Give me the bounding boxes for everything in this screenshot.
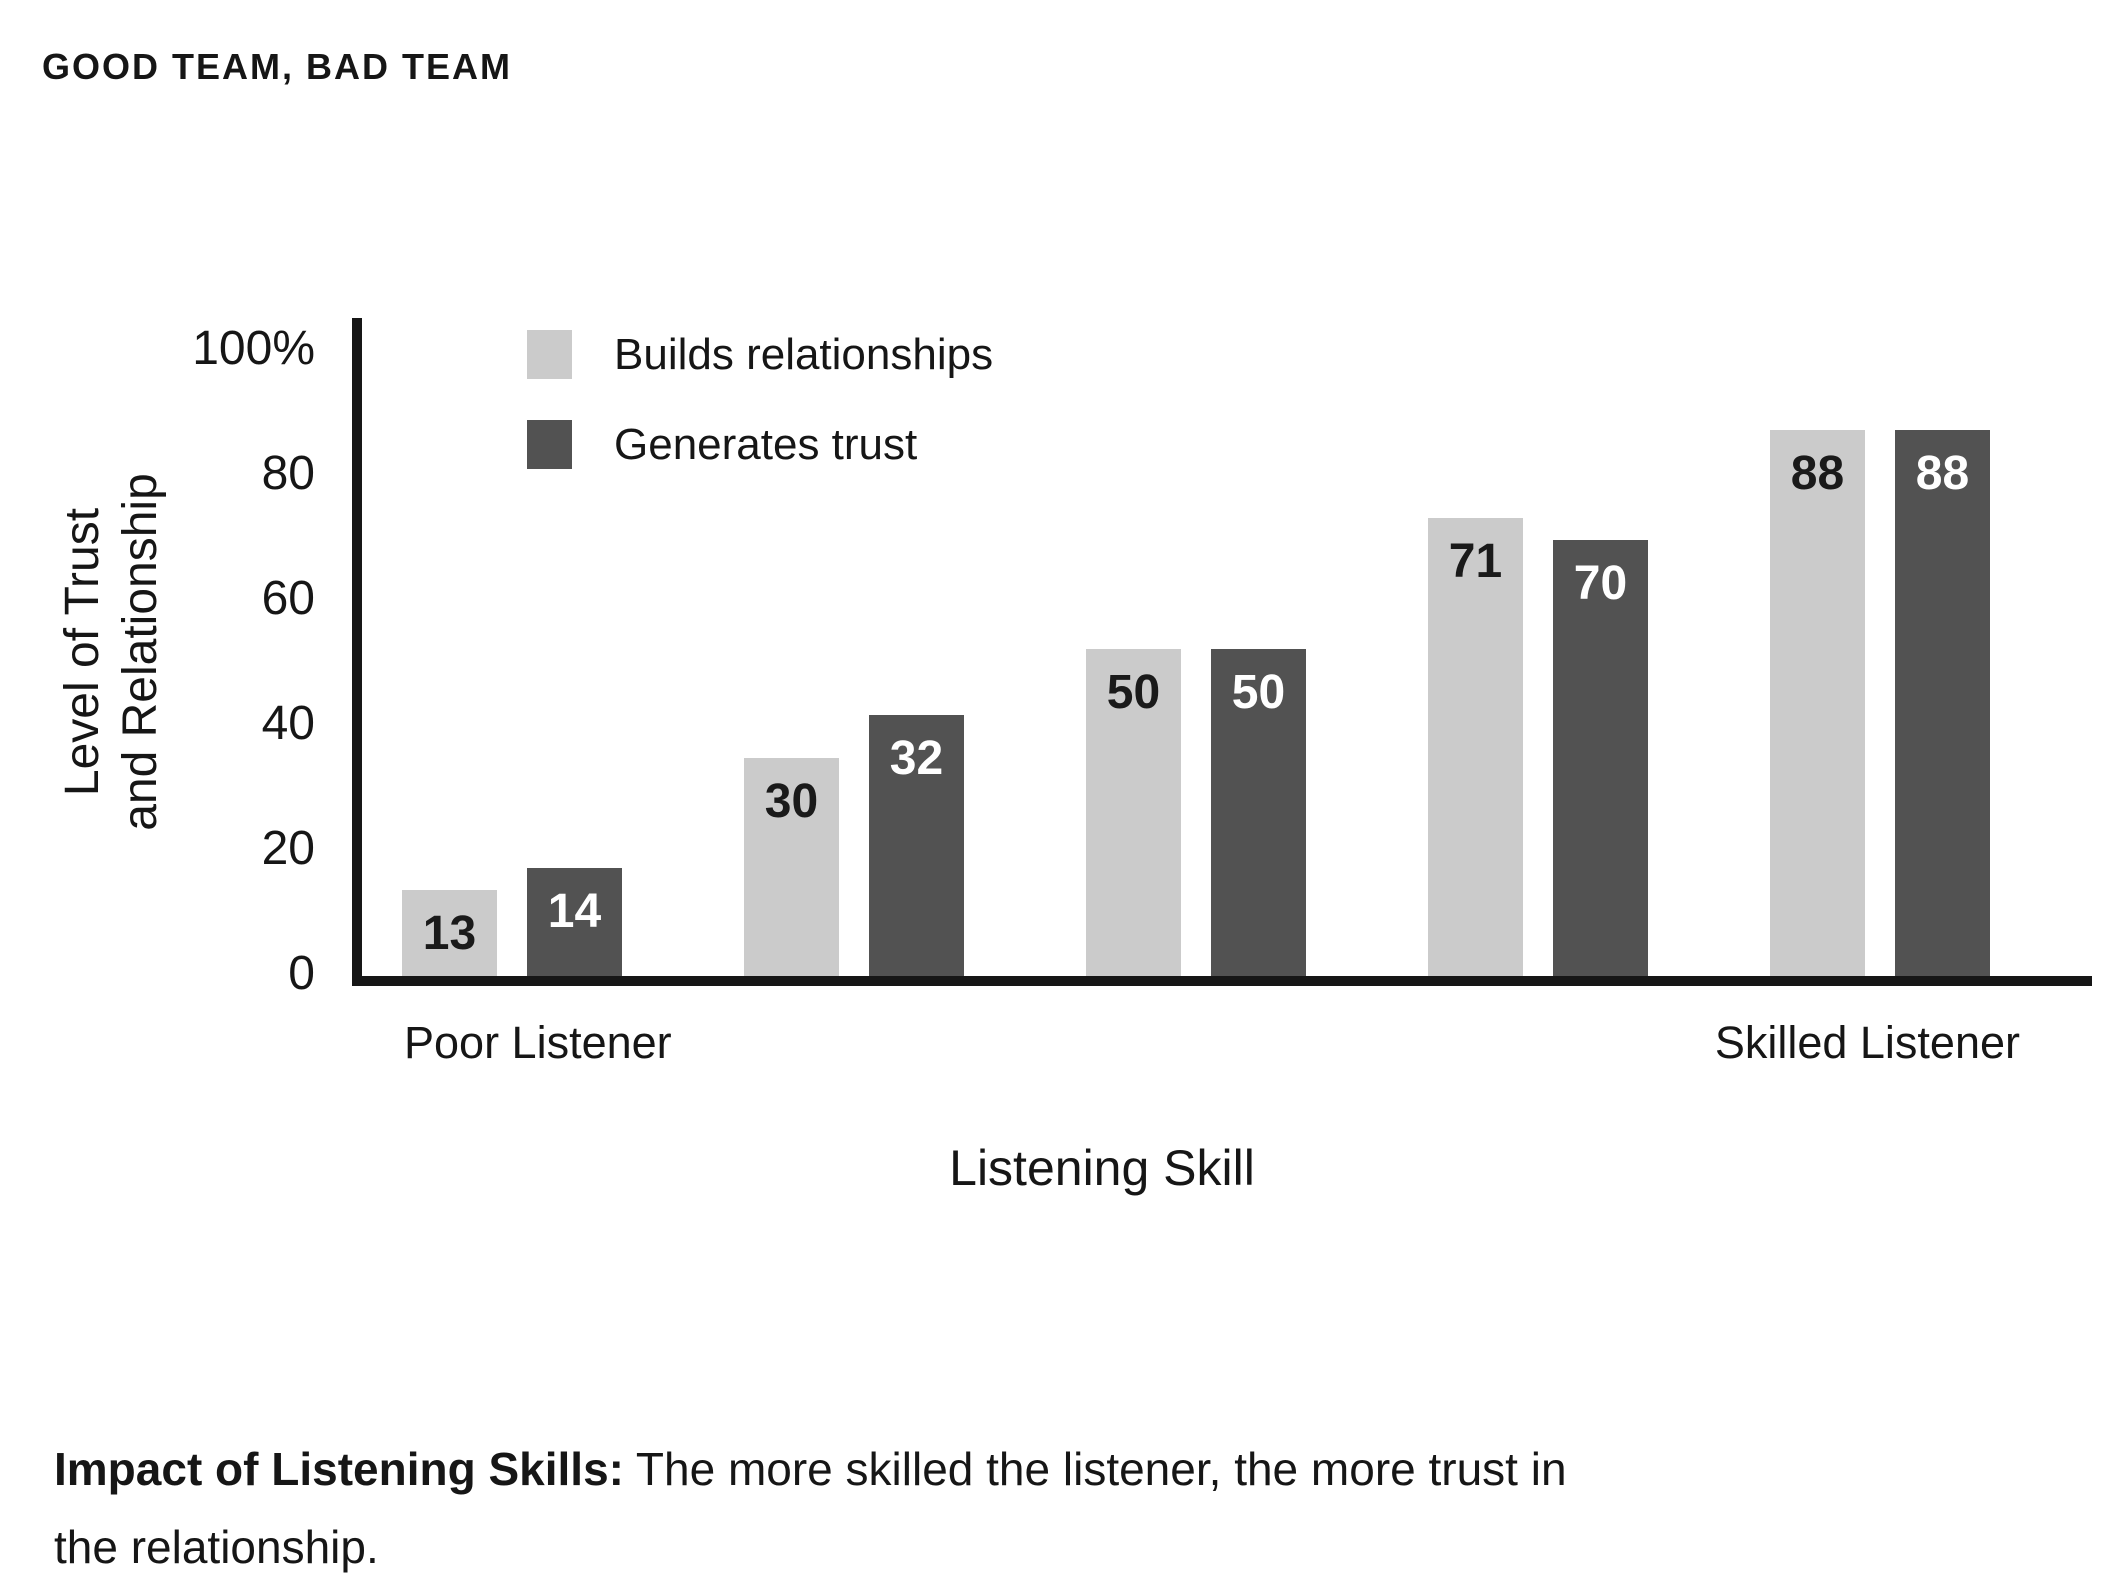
bar-builds-relationships-group-2: 30 xyxy=(744,758,839,976)
y-axis-title: Level of Trust and Relationship xyxy=(54,473,170,831)
y-axis-title-line-1: Level of Trust xyxy=(56,507,109,797)
y-tick-label-0: 0 xyxy=(288,947,315,1000)
legend: Builds relationships Generates trust xyxy=(527,330,993,469)
y-tick-label-80: 80 xyxy=(261,447,315,500)
caption: Impact of Listening Skills: The more ski… xyxy=(54,1430,1984,1584)
bar-generates-trust-group-4: 70 xyxy=(1553,540,1648,976)
bar-generates-trust-group-5: 88 xyxy=(1895,430,1990,976)
legend-swatch-dark-icon xyxy=(527,420,572,469)
caption-lead: Impact of Listening Skills: xyxy=(54,1443,624,1495)
y-tick-label-100: 100% xyxy=(192,322,315,375)
x-axis-title: Listening Skill xyxy=(949,1140,1255,1196)
y-axis-title-line-2: and Relationship xyxy=(114,473,167,831)
x-label-poor-listener: Poor Listener xyxy=(404,1017,672,1068)
figure-title: GOOD TEAM, BAD TEAM xyxy=(42,46,512,87)
legend-label: Generates trust xyxy=(614,419,918,469)
bar-generates-trust-group-1: 14 xyxy=(527,868,622,976)
legend-swatch-light-icon xyxy=(527,330,572,379)
bar-value-label: 32 xyxy=(889,732,944,785)
x-axis-line xyxy=(352,976,2092,986)
bar-value-label: 50 xyxy=(1106,666,1161,719)
bar-value-label: 71 xyxy=(1448,535,1503,588)
x-label-skilled-listener: Skilled Listener xyxy=(1714,1017,2020,1068)
bar-builds-relationships-group-4: 71 xyxy=(1428,518,1523,976)
caption-text-line-2: the relationship. xyxy=(54,1521,379,1573)
y-tick-label-60: 60 xyxy=(261,572,315,625)
legend-item-generates-trust: Generates trust xyxy=(527,420,993,469)
bar-value-label: 50 xyxy=(1231,666,1286,719)
y-tick-label-20: 20 xyxy=(261,822,315,875)
caption-text-line-1: The more skilled the listener, the more … xyxy=(635,1443,1567,1495)
bar-generates-trust-group-2: 32 xyxy=(869,715,964,976)
bar-value-label: 88 xyxy=(1790,447,1845,500)
bar-builds-relationships-group-3: 50 xyxy=(1086,649,1181,976)
bar-builds-relationships-group-5: 88 xyxy=(1770,430,1865,976)
bar-value-label: 14 xyxy=(547,885,602,938)
bar-value-label: 30 xyxy=(764,775,819,828)
plot-area: 13 30 50 71 88 14 32 50 70 88 xyxy=(352,318,2092,986)
bar-value-label: 70 xyxy=(1573,557,1628,610)
y-tick-label-40: 40 xyxy=(261,697,315,750)
bar-generates-trust-group-3: 50 xyxy=(1211,649,1306,976)
bar-builds-relationships-group-1: 13 xyxy=(402,890,497,976)
bar-value-label: 13 xyxy=(422,907,477,960)
y-axis-line xyxy=(352,318,362,986)
bar-value-label: 88 xyxy=(1915,447,1970,500)
legend-label: Builds relationships xyxy=(614,329,994,379)
legend-item-builds-relationships: Builds relationships xyxy=(527,330,993,379)
